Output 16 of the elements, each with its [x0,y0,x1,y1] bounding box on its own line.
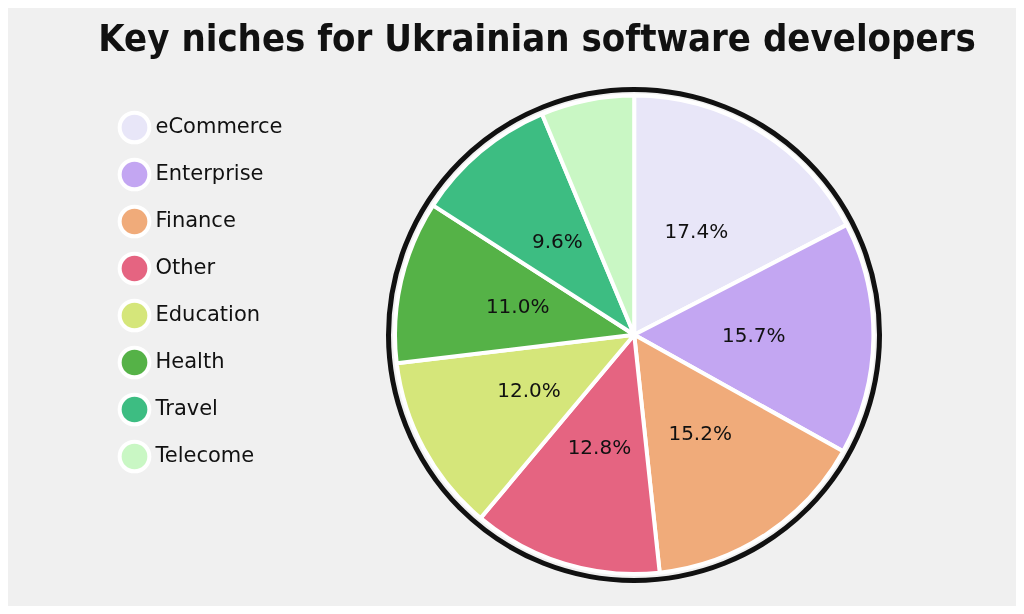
data-label: 17.4% [664,218,729,243]
legend-label: Travel [154,395,218,420]
data-label: 15.2% [668,420,732,445]
legend-label: Other [155,254,216,279]
data-label: 11.0% [485,294,550,319]
legend-label: Finance [155,207,236,232]
data-label: 12.0% [497,377,561,402]
chart-title: Key niches for Ukrainian software developers [98,14,976,61]
legend-label: Enterprise [155,160,264,185]
legend-label: eCommerce [155,113,283,138]
legend-label: Telecome [154,442,255,467]
legend-label: Health [155,348,225,373]
data-label: 12.8% [567,435,632,460]
data-label: 15.7% [722,322,786,347]
data-label: 9.6% [531,229,583,254]
legend-label: Education [155,301,261,326]
